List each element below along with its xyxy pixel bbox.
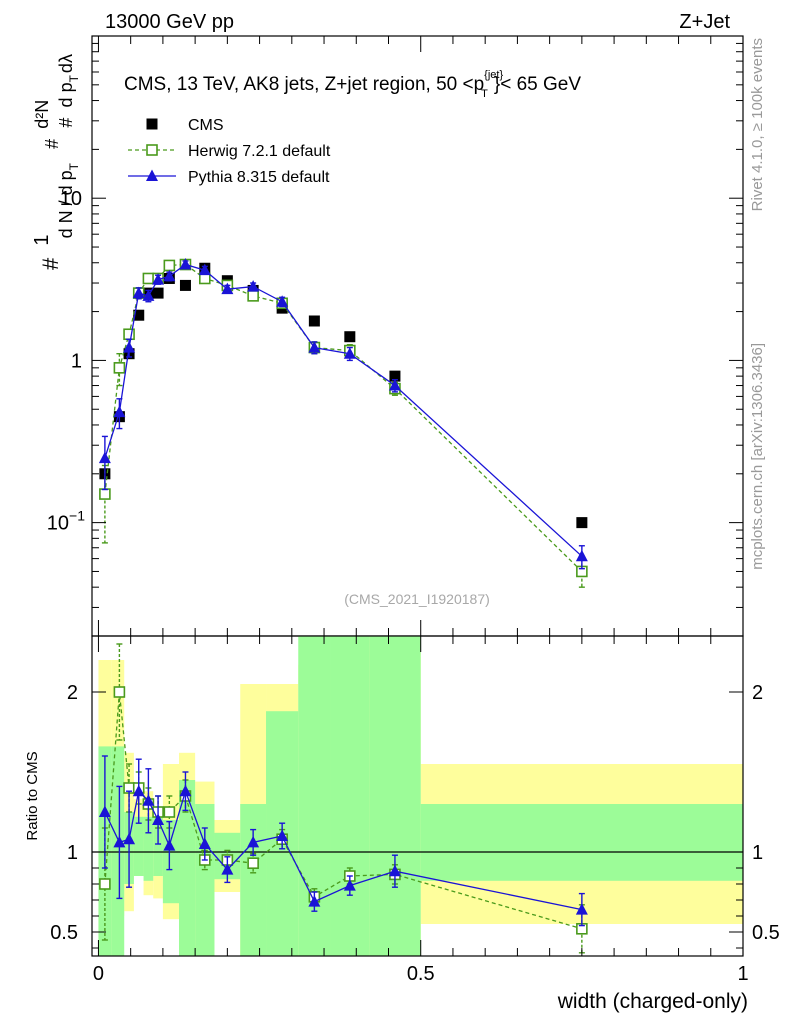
- legend-label: Pythia 8.315 default: [188, 169, 330, 186]
- main-panel: 10−1 1 10 CMS, 13 TeV, AK8 jets, Z+jet reg…: [47, 35, 744, 637]
- svg-text:# 1 d N / d pT: # 1 d N / d pT # d²N # d pTdλ: [28, 54, 83, 270]
- rivet-label: Rivet 4.1.0, ≥ 100k events: [749, 38, 766, 211]
- ratio-data-point: [388, 864, 401, 877]
- main-data-point: [142, 272, 155, 285]
- ratio-data-point: [132, 784, 145, 797]
- ratio-data-point: [113, 835, 126, 848]
- ratio-panel: 0.5 0.51 12 20 0.5 1: [50, 635, 780, 985]
- legend-marker: [146, 169, 158, 181]
- main-data-point: [308, 341, 321, 353]
- ratio-data-point: [276, 829, 289, 841]
- header-left: 13000 GeV pp: [105, 11, 234, 33]
- main-data-point: [389, 370, 401, 382]
- legend: CMS Herwig 7.2.1 default Pythia 8.315 defa…: [128, 117, 331, 186]
- main-data-point: [344, 331, 356, 343]
- header-right: Z+Jet: [679, 11, 730, 33]
- ratio-series-line: [104, 789, 583, 911]
- ratio-stat-band: [162, 820, 180, 904]
- main-data-point: [276, 295, 289, 307]
- ratio-data-point: [113, 686, 126, 698]
- mcplots-label: mcplots.cern.ch [arXiv:1306.3436]: [749, 343, 766, 570]
- main-y-tick-label: 1: [71, 350, 82, 372]
- ratio-data-point: [99, 878, 111, 890]
- legend-marker: [146, 118, 158, 130]
- main-data-point: [132, 286, 145, 299]
- main-data-point: [221, 282, 234, 295]
- main-data-point: [576, 517, 588, 529]
- main-data-point: [152, 273, 165, 285]
- x-tick-label: 0: [93, 963, 104, 985]
- ratio-data-point: [247, 857, 259, 870]
- ratio-stat-band: [179, 780, 196, 956]
- x-tick-label: 1: [737, 963, 748, 985]
- ratio-data-point: [142, 794, 155, 806]
- main-y-tick-label: 10−1: [47, 508, 85, 535]
- main-series-line: [104, 263, 583, 572]
- main-data-point: [179, 279, 191, 291]
- ratio-y-tick-label-left: 2: [67, 682, 78, 704]
- analysis-id: (CMS_2021_I1920187): [344, 591, 490, 607]
- main-data-point: [198, 263, 211, 276]
- ratio-y-tick-label-right: 0.5: [752, 922, 780, 944]
- main-data-point: [163, 259, 176, 272]
- main-data-point: [98, 451, 111, 464]
- main-data-point: [308, 315, 320, 327]
- ratio-y-tick-label-right: 2: [752, 682, 763, 704]
- ratio-data-point: [163, 839, 176, 851]
- ratio-data-point: [123, 832, 136, 845]
- ratio-stat-band: [369, 636, 421, 956]
- main-y-tick-exponent: −1: [69, 508, 85, 524]
- ratio-data-point: [179, 784, 192, 797]
- main-title: CMS, 13 TeV, AK8 jets, Z+jet region, 50 …: [124, 69, 581, 100]
- main-data-point: [142, 289, 155, 301]
- ratio-data-point: [308, 895, 321, 907]
- ratio-stat-band: [195, 804, 215, 956]
- ratio-stat-band: [330, 636, 370, 956]
- legend-label: Herwig 7.2.1 default: [188, 143, 331, 160]
- x-axis-label: width (charged-only): [557, 990, 748, 1013]
- ratio-data-point: [575, 903, 588, 915]
- legend-label: CMS: [188, 117, 224, 134]
- main-series-line: [104, 263, 583, 557]
- x-tick-label: 0.5: [407, 963, 435, 985]
- ratio-data-point: [98, 805, 111, 817]
- ratio-stat-band: [420, 804, 743, 881]
- ratio-series-1: [98, 755, 588, 927]
- main-data-point: [113, 405, 126, 418]
- main-y-tick-label: 10: [60, 188, 82, 210]
- main-data-point: [163, 269, 176, 282]
- ratio-y-tick-label-left: 1: [67, 842, 78, 864]
- ratio-data-point: [221, 863, 234, 875]
- ratio-data-point: [198, 837, 211, 849]
- main-data-point: [575, 549, 588, 562]
- ratio-data-point: [343, 879, 356, 891]
- main-data-point: [247, 290, 259, 302]
- legend-marker: [146, 144, 158, 156]
- ratio-data-point: [247, 835, 260, 848]
- main-data-point: [133, 309, 145, 321]
- main-data-point: [388, 379, 401, 391]
- ratio-stat-band: [143, 816, 154, 881]
- ratio-series-line: [104, 691, 583, 930]
- ratio-y-tick-label-right: 1: [752, 842, 763, 864]
- ratio-y-tick-label-left: 0.5: [50, 922, 78, 944]
- main-data-point: [247, 280, 260, 292]
- ratio-frame: [91, 635, 744, 957]
- main-data-point: [123, 341, 136, 353]
- main-data-point: [179, 258, 192, 270]
- main-data-point: [152, 287, 164, 299]
- main-data-point: [343, 347, 356, 359]
- ratio-stat-band: [153, 816, 163, 876]
- main-data-point: [113, 362, 126, 374]
- main-y-axis-label: # 1 d N / d pT # d²N # d pTdλ: [28, 54, 83, 270]
- ratio-y-axis-label: Ratio to CMS: [24, 751, 41, 840]
- ratio-stat-band: [111, 746, 125, 956]
- ratio-data-point: [163, 806, 176, 818]
- ratio-data-point: [152, 813, 165, 825]
- main-data-point: [99, 488, 111, 500]
- ratio-stat-band: [240, 804, 267, 956]
- main-series-2: [98, 258, 588, 570]
- ratio-stat-band: [133, 816, 144, 876]
